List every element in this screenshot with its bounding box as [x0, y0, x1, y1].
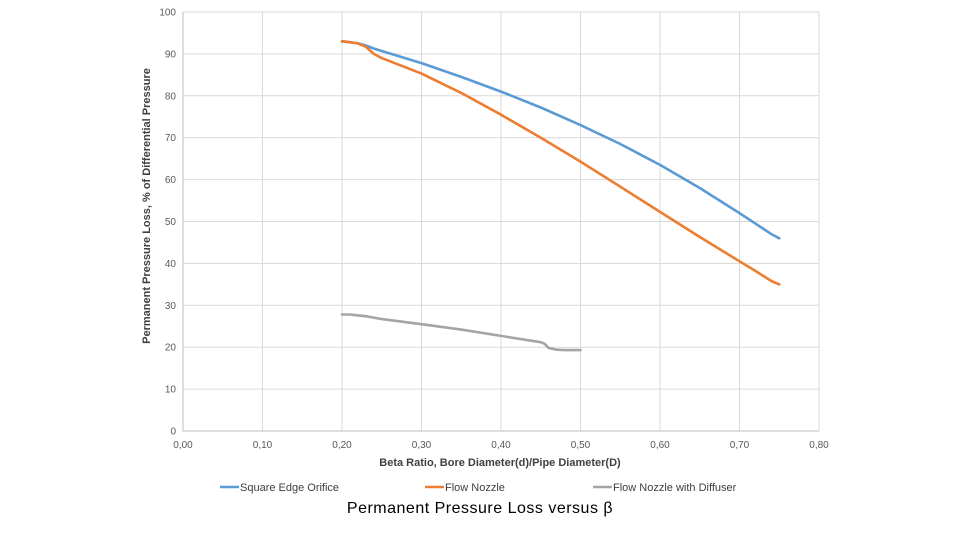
y-tick-label: 80: [165, 91, 177, 102]
x-tick-label: 0,30: [412, 440, 432, 451]
y-tick-label: 10: [165, 385, 177, 396]
y-tick-label: 40: [165, 259, 177, 270]
legend-label-2: Flow Nozzle: [445, 482, 505, 494]
legend: Square Edge Orifice Flow Nozzle Flow Nozzl…: [220, 482, 737, 494]
x-tick-label: 0,70: [730, 440, 750, 451]
x-tick-label: 0,20: [332, 440, 352, 451]
gridlines: [183, 11, 820, 431]
x-tick-label: 0,80: [809, 440, 829, 451]
y-tick-label: 100: [159, 8, 176, 19]
x-tick-label: 0,50: [571, 440, 591, 451]
series-line-1: [340, 39, 781, 240]
x-tick-label: 0,00: [173, 440, 193, 451]
y-tick-label: 30: [165, 301, 177, 312]
axes: [182, 12, 819, 432]
series-lines: [340, 39, 781, 352]
x-axis-title: Beta Ratio, Bore Diameter(d)/Pipe Diamet…: [379, 457, 621, 469]
x-tick-label: 0,60: [650, 440, 670, 451]
x-tick-label: 0,40: [491, 440, 511, 451]
y-tick-label: 20: [165, 343, 177, 354]
x-tick-label: 0,10: [253, 440, 273, 451]
chart-title: Permanent Pressure Loss versus β: [346, 500, 614, 517]
y-axis-title: Permanent Pressure Loss, % of Differenti…: [141, 68, 153, 344]
y-tick-label: 60: [165, 175, 177, 186]
y-tick-label: 50: [165, 217, 177, 228]
series-line-3: [340, 313, 582, 352]
tick-labels: 0 10 20 30 40 50 60 70 80 90 100 0,00 0,10 0,20 0,30 0,…: [159, 8, 829, 452]
y-tick-label: 0: [170, 427, 176, 438]
legend-label-1: Square Edge Orifice: [240, 482, 339, 494]
y-tick-label: 90: [165, 49, 177, 60]
y-tick-label: 70: [165, 133, 177, 144]
legend-label-3: Flow Nozzle with Diffuser: [613, 482, 737, 494]
series-line-2: [340, 39, 781, 286]
